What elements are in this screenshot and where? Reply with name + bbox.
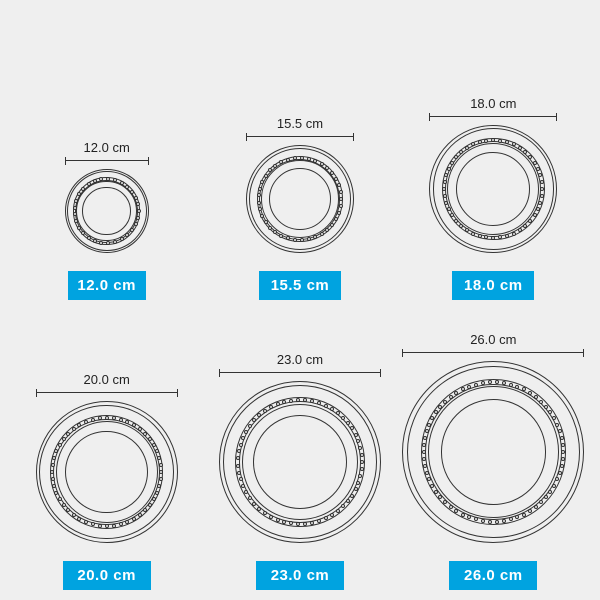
size-badge: 23.0 cm (256, 561, 344, 590)
plate (65, 169, 149, 253)
dimension-label-wrap: 12.0 cm (65, 140, 149, 165)
dimension-line (402, 349, 584, 357)
plate-box (219, 381, 381, 543)
size-badge: 12.0 cm (68, 271, 146, 300)
plate (402, 361, 584, 543)
dimension-label: 26.0 cm (470, 332, 516, 347)
dimension-line (429, 113, 557, 121)
size-cell: 12.0 cm 12.0 cm (10, 10, 203, 300)
size-cell: 26.0 cm 26.0 cm (397, 300, 590, 590)
dimension-label-wrap: 23.0 cm (219, 352, 381, 377)
dimension-label: 18.0 cm (470, 96, 516, 111)
size-cell: 18.0 cm 18.0 cm (397, 10, 590, 300)
size-cell: 23.0 cm 23.0 cm (203, 300, 396, 590)
dimension-line (219, 369, 381, 377)
dimension-label: 15.5 cm (277, 116, 323, 131)
plate (36, 401, 178, 543)
plate-box (246, 145, 354, 253)
plate-box (65, 169, 149, 253)
size-badge: 15.5 cm (259, 271, 341, 300)
dimension-label: 12.0 cm (84, 140, 130, 155)
size-cell: 20.0 cm 20.0 cm (10, 300, 203, 590)
dimension-label: 20.0 cm (84, 372, 130, 387)
dimension-label-wrap: 26.0 cm (402, 332, 584, 357)
plate-box (429, 125, 557, 253)
dimension-line (36, 389, 178, 397)
dimension-label-wrap: 18.0 cm (429, 96, 557, 121)
dimension-line (65, 157, 149, 165)
size-badge: 18.0 cm (452, 271, 534, 300)
dimension-label-wrap: 20.0 cm (36, 372, 178, 397)
dimension-line (246, 133, 354, 141)
size-badge: 26.0 cm (449, 561, 537, 590)
size-badge: 20.0 cm (63, 561, 151, 590)
plate-box (402, 361, 584, 543)
dimension-label-wrap: 15.5 cm (246, 116, 354, 141)
size-cell: 15.5 cm 15.5 cm (203, 10, 396, 300)
plate (429, 125, 557, 253)
plate (246, 145, 354, 253)
plate-box (36, 401, 178, 543)
plate (219, 381, 381, 543)
dimension-label: 23.0 cm (277, 352, 323, 367)
